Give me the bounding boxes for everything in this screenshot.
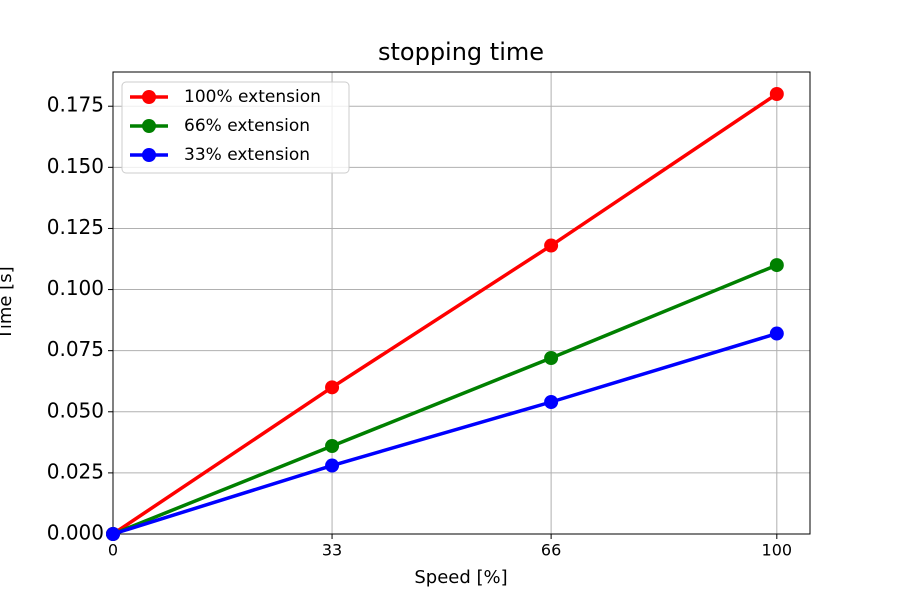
y-tick-label: 0.050 [47,398,104,422]
chart-title: stopping time [378,38,544,66]
data-point [769,258,784,273]
series-line [112,92,778,536]
data-point [544,238,559,253]
data-point [325,458,340,473]
data-point [769,326,784,341]
y-tick-label: 0.175 [47,93,104,117]
series-line [112,263,778,536]
data-point [544,351,559,365]
series-line [112,331,778,536]
data-point [544,395,559,409]
y-tick-label: 0.125 [47,215,104,239]
y-tick-label: 0.025 [47,459,104,483]
x-axis-label: Speed [%] [414,567,507,588]
x-tick-label: 33 [322,541,342,560]
x-tick-label: 66 [541,541,561,560]
y-tick-label: 0.000 [47,521,104,545]
data-point [106,527,120,541]
legend-marker [142,148,156,162]
x-tick-label: 0 [108,541,118,560]
legend-marker [142,90,156,104]
x-tick-label: 100 [762,541,793,560]
legend-label: 66% extension [184,116,310,136]
data-point [325,380,340,395]
legend-box [121,81,350,174]
y-tick-label: 0.100 [47,276,104,300]
y-tick-label: 0.075 [47,337,104,361]
legend-label: 100% extension [184,87,321,107]
data-point [325,439,340,453]
legend-marker [142,119,156,133]
data-point [769,87,784,101]
y-tick-label: 0.150 [47,154,104,178]
plot-frame [112,71,811,535]
y-axis-label: Time [s] [0,266,16,340]
legend-label: 33% extension [184,145,310,165]
